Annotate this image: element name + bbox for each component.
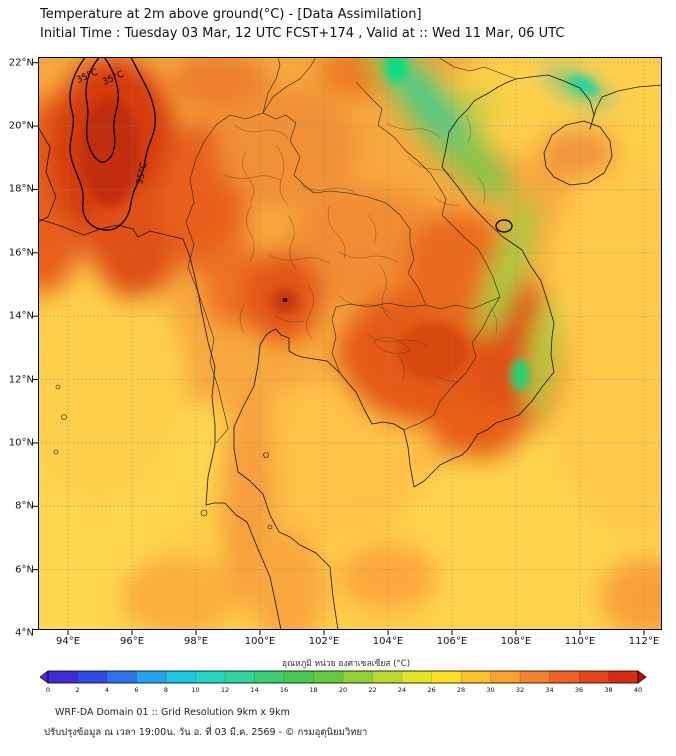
colorbar-over-arrow bbox=[637, 670, 647, 684]
colorbar-segment bbox=[579, 671, 609, 683]
colorbar-tick-label: 26 bbox=[427, 686, 436, 694]
colorbar-segment bbox=[372, 671, 403, 683]
lat-tick-label: 14°N bbox=[8, 310, 34, 322]
colorbar-tick-label: 38 bbox=[604, 686, 613, 694]
colorbar-under-arrow bbox=[40, 670, 49, 684]
grid-layer bbox=[38, 57, 662, 630]
colorbar-segment bbox=[284, 671, 314, 683]
figure-subtitle: Initial Time : Tuesday 03 Mar, 12 UTC FC… bbox=[40, 26, 565, 41]
colorbar-tick-label: 6 bbox=[134, 686, 139, 694]
colorbar-segment bbox=[195, 671, 226, 683]
colorbar-tick-label: 28 bbox=[456, 686, 466, 694]
lon-tick-label: 96°E bbox=[119, 636, 145, 647]
lat-tick-label: 8°N bbox=[15, 500, 34, 512]
colorbar-segment bbox=[166, 671, 196, 683]
colorbar-segment bbox=[343, 671, 373, 683]
lon-tick-label: 102°E bbox=[308, 636, 340, 647]
lat-tick-label: 18°N bbox=[8, 183, 34, 195]
lon-tick-label: 104°E bbox=[372, 636, 404, 647]
colorbar-segment bbox=[402, 671, 432, 683]
temperature-field-detail-layer bbox=[80, 57, 598, 391]
colorbar-segment bbox=[490, 671, 521, 683]
map-frame bbox=[38, 57, 662, 630]
footer-domain-info: WRF-DA Domain 01 :: Grid Resolution 9km … bbox=[55, 707, 290, 718]
contour-label-35c: 35°C bbox=[135, 162, 149, 186]
lat-tick-label: 20°N bbox=[8, 120, 34, 132]
colorbar-tick-label: 16 bbox=[279, 686, 289, 694]
colorbar-tick-label: 20 bbox=[338, 686, 348, 694]
footer-update-info: ปรับปรุงข้อมูล ณ เวลา 19:00น. วัน อ. ที่… bbox=[44, 727, 368, 738]
lon-tick-label: 100°E bbox=[244, 636, 276, 647]
colorbar bbox=[40, 670, 647, 684]
colorbar-tick-label: 32 bbox=[515, 686, 525, 694]
lat-tick-label: 12°N bbox=[8, 374, 34, 386]
lat-tick-label: 4°N bbox=[15, 627, 34, 639]
colorbar-segment bbox=[313, 671, 344, 683]
colorbar-tick-label: 10 bbox=[191, 686, 200, 694]
colorbar-tick-label: 24 bbox=[397, 686, 407, 694]
colorbar-segment bbox=[48, 671, 78, 683]
map-canvas: 35°C 35°C 35°C bbox=[33, 57, 662, 635]
colorbar-tick-label: 4 bbox=[104, 686, 110, 694]
lat-tick-label: 16°N bbox=[8, 247, 34, 259]
colorbar-tick-label: 8 bbox=[163, 686, 169, 694]
colorbar-segment bbox=[608, 671, 639, 683]
figure-title: Temperature at 2m above ground(°C) - [Da… bbox=[40, 7, 422, 22]
colorbar-segment bbox=[520, 671, 550, 683]
colorbar-tick-label: 34 bbox=[545, 686, 554, 694]
lon-tick-label: 112°E bbox=[628, 636, 660, 647]
lon-tick-label: 110°E bbox=[564, 636, 596, 647]
lon-tick-label: 94°E bbox=[55, 636, 81, 647]
contour-layer: 35°C 35°C 35°C bbox=[69, 57, 513, 233]
colorbar-tick-label: 36 bbox=[574, 686, 584, 694]
colorbar-segment bbox=[549, 671, 580, 683]
colorbar-segment bbox=[225, 671, 255, 683]
colorbar-segment bbox=[431, 671, 462, 683]
colorbar-tick-label: 22 bbox=[368, 686, 377, 694]
lat-tick-label: 6°N bbox=[15, 564, 34, 576]
lat-tick-label: 22°N bbox=[8, 57, 34, 69]
colorbar-tick-label: 0 bbox=[45, 686, 51, 694]
colorbar-segment bbox=[107, 671, 137, 683]
colorbar-label: อุณหภูมิ หน่วย องศาเซลเซียส (°C) bbox=[281, 659, 411, 669]
colorbar-segment bbox=[77, 671, 108, 683]
colorbar-segment bbox=[254, 671, 285, 683]
island-layer bbox=[53, 384, 273, 530]
station-marker bbox=[282, 297, 288, 303]
colorbar-segment bbox=[461, 671, 491, 683]
colorbar-tick-label: 14 bbox=[250, 686, 259, 694]
colorbar-tick-label: 12 bbox=[220, 686, 230, 694]
colorbar-tick-label: 30 bbox=[486, 686, 495, 694]
lon-tick-label: 108°E bbox=[500, 636, 532, 647]
colorbar-tick-label: 40 bbox=[633, 686, 643, 694]
colorbar-tick-label: 18 bbox=[309, 686, 318, 694]
colorbar-tick-label: 2 bbox=[75, 686, 80, 694]
axis-ticks bbox=[33, 62, 645, 635]
lon-tick-label: 98°E bbox=[183, 636, 209, 647]
colorbar-segment bbox=[136, 671, 167, 683]
lat-tick-label: 10°N bbox=[8, 437, 34, 449]
lon-tick-label: 106°E bbox=[436, 636, 468, 647]
province-boundary-layer bbox=[223, 114, 498, 382]
border-layer bbox=[185, 57, 517, 444]
